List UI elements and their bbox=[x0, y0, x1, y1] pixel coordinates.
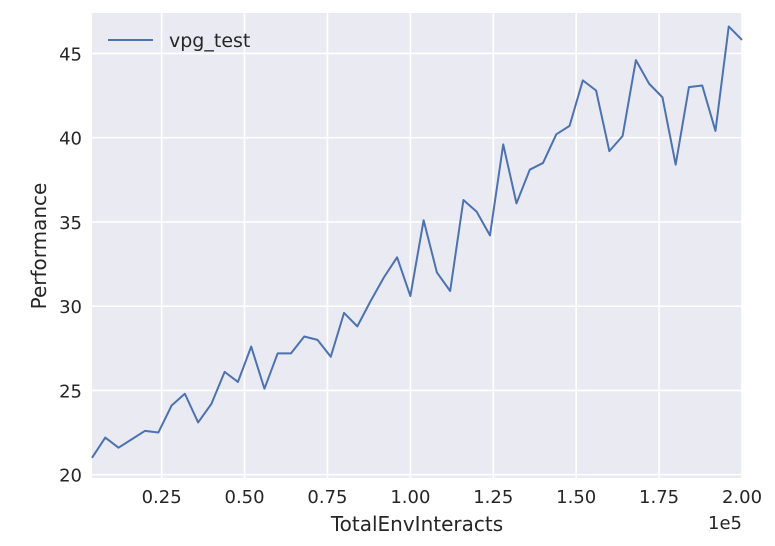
grid-lines bbox=[92, 13, 743, 478]
x-tick-label: 0.75 bbox=[307, 487, 347, 508]
series-line-vpg_test bbox=[91, 25, 743, 459]
y-tick-label: 40 bbox=[59, 129, 82, 150]
x-tick-label: 2.00 bbox=[722, 487, 762, 508]
x-tick-label: 1.50 bbox=[556, 487, 596, 508]
y-tick-label: 20 bbox=[59, 466, 82, 487]
y-tick-label: 25 bbox=[59, 381, 82, 402]
plot-area bbox=[92, 13, 742, 478]
legend-label-vpg_test: vpg_test bbox=[169, 30, 250, 52]
y-tick-label: 35 bbox=[59, 213, 82, 234]
y-tick-label: 30 bbox=[59, 297, 82, 318]
y-tick-label: 45 bbox=[59, 44, 82, 65]
x-tick-label: 0.50 bbox=[225, 487, 265, 508]
series-layer bbox=[91, 25, 743, 459]
x-axis-label: TotalEnvInteracts bbox=[330, 512, 503, 536]
legend: vpg_test bbox=[108, 30, 250, 52]
x-tick-label: 0.25 bbox=[142, 487, 182, 508]
x-axis-scale-label: 1e5 bbox=[708, 513, 742, 534]
y-axis-ticks: 20 25 30 35 40 45 bbox=[59, 44, 82, 486]
x-tick-label: 1.75 bbox=[639, 487, 679, 508]
x-axis-ticks: 0.25 0.50 0.75 1.00 1.25 1.50 1.75 2.00 bbox=[142, 487, 762, 508]
x-tick-label: 1.00 bbox=[390, 487, 430, 508]
x-tick-label: 1.25 bbox=[473, 487, 513, 508]
y-axis-label: Performance bbox=[27, 183, 51, 310]
